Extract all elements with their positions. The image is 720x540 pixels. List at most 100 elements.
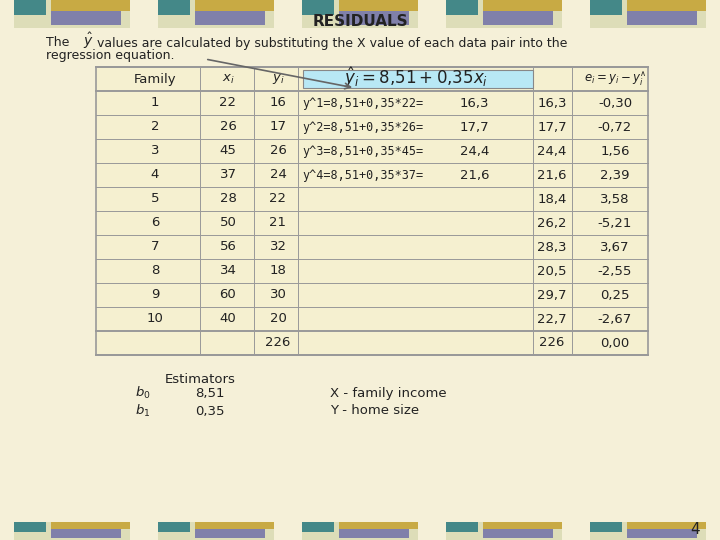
Bar [627, 529, 697, 538]
Text: 0,25: 0,25 [600, 288, 630, 301]
Text: RESIDUALS: RESIDUALS [312, 14, 408, 29]
Text: 8,51: 8,51 [195, 387, 225, 400]
Bar [590, 522, 706, 540]
Text: 226: 226 [539, 336, 564, 349]
FancyBboxPatch shape [303, 70, 533, 88]
Text: 26: 26 [220, 120, 236, 133]
Text: 22: 22 [220, 97, 236, 110]
Text: regression equation.: regression equation. [46, 50, 174, 63]
Text: The: The [46, 37, 69, 50]
Bar [302, 522, 335, 532]
Text: $\hat{y}$: $\hat{y}$ [83, 31, 94, 51]
Text: 2: 2 [150, 120, 159, 133]
Text: 17: 17 [269, 120, 287, 133]
Text: $y_i$: $y_i$ [271, 72, 284, 86]
Text: y^1=8,51+0,35*22=: y^1=8,51+0,35*22= [302, 97, 423, 110]
Text: Family: Family [134, 72, 176, 85]
Bar [51, 529, 121, 538]
Bar [627, 522, 706, 529]
Text: 21,6: 21,6 [460, 168, 490, 181]
Text: 20,5: 20,5 [537, 265, 567, 278]
Bar [627, 0, 706, 11]
Text: -0,72: -0,72 [598, 120, 632, 133]
Text: 32: 32 [269, 240, 287, 253]
Text: $e_i=y_i - y^{\wedge}_i$: $e_i=y_i - y^{\wedge}_i$ [584, 70, 647, 87]
Text: 20: 20 [269, 313, 287, 326]
Text: -2,55: -2,55 [598, 265, 632, 278]
Text: 24,4: 24,4 [460, 145, 490, 158]
Text: $x_i$: $x_i$ [222, 72, 234, 85]
Bar [158, 522, 274, 540]
Text: 60: 60 [220, 288, 236, 301]
Text: 24: 24 [269, 168, 287, 181]
Bar [590, 0, 706, 28]
Text: -5,21: -5,21 [598, 217, 632, 230]
Bar [195, 522, 274, 529]
Text: y^4=8,51+0,35*37=: y^4=8,51+0,35*37= [302, 168, 423, 181]
Text: 37: 37 [220, 168, 236, 181]
Bar [339, 11, 409, 25]
Bar [627, 11, 697, 25]
Text: 26,2: 26,2 [537, 217, 567, 230]
Text: 0,35: 0,35 [195, 404, 225, 417]
Text: $\hat{y}_i = 8{,}51 + 0{,}35x_i$: $\hat{y}_i = 8{,}51 + 0{,}35x_i$ [344, 66, 488, 90]
Text: 34: 34 [220, 265, 236, 278]
Text: 17,7: 17,7 [460, 120, 490, 133]
Bar [51, 11, 121, 25]
Text: 17,7: 17,7 [537, 120, 567, 133]
Text: -0,30: -0,30 [598, 97, 632, 110]
Bar [483, 529, 553, 538]
Text: 10: 10 [147, 313, 163, 326]
Bar [51, 0, 130, 11]
Text: Estimators: Estimators [165, 373, 236, 386]
Text: 3: 3 [150, 145, 159, 158]
Bar [14, 0, 130, 28]
Text: 50: 50 [220, 217, 236, 230]
Bar [14, 522, 47, 532]
Bar [446, 0, 562, 28]
Bar [195, 0, 274, 11]
Bar [51, 522, 130, 529]
Bar [158, 0, 274, 28]
Text: $b_0$: $b_0$ [135, 385, 150, 401]
Text: -2,67: -2,67 [598, 313, 632, 326]
Text: 16,3: 16,3 [460, 97, 490, 110]
Text: 40: 40 [220, 313, 236, 326]
Text: 21,6: 21,6 [537, 168, 567, 181]
Text: 56: 56 [220, 240, 236, 253]
Text: Y - home size: Y - home size [330, 404, 419, 417]
Text: 226: 226 [265, 336, 291, 349]
Text: 16,3: 16,3 [537, 97, 567, 110]
Bar [302, 522, 418, 540]
Text: 22,7: 22,7 [537, 313, 567, 326]
Bar [158, 522, 191, 532]
Text: y^3=8,51+0,35*45=: y^3=8,51+0,35*45= [302, 145, 423, 158]
Bar [483, 0, 562, 11]
Text: 28: 28 [220, 192, 236, 206]
Text: 4: 4 [690, 523, 700, 537]
Text: 28,3: 28,3 [537, 240, 567, 253]
Bar [158, 0, 191, 16]
Text: $b_1$: $b_1$ [135, 403, 150, 419]
Bar [446, 0, 479, 16]
Text: 21: 21 [269, 217, 287, 230]
Bar [483, 11, 553, 25]
Bar [195, 529, 265, 538]
Text: values are calculated by substituting the X value of each data pair into the: values are calculated by substituting th… [97, 37, 567, 50]
Text: y^2=8,51+0,35*26=: y^2=8,51+0,35*26= [302, 120, 423, 133]
Bar [483, 522, 562, 529]
Text: 0,00: 0,00 [600, 336, 629, 349]
Text: 29,7: 29,7 [537, 288, 567, 301]
Bar [446, 522, 479, 532]
Text: 1: 1 [150, 97, 159, 110]
Bar [590, 0, 623, 16]
Text: X - family income: X - family income [330, 387, 446, 400]
Text: 30: 30 [269, 288, 287, 301]
Bar [339, 529, 409, 538]
Text: 45: 45 [220, 145, 236, 158]
Bar [14, 0, 47, 16]
Bar [339, 0, 418, 11]
Text: 3,67: 3,67 [600, 240, 630, 253]
Text: 18: 18 [269, 265, 287, 278]
Text: 9: 9 [150, 288, 159, 301]
